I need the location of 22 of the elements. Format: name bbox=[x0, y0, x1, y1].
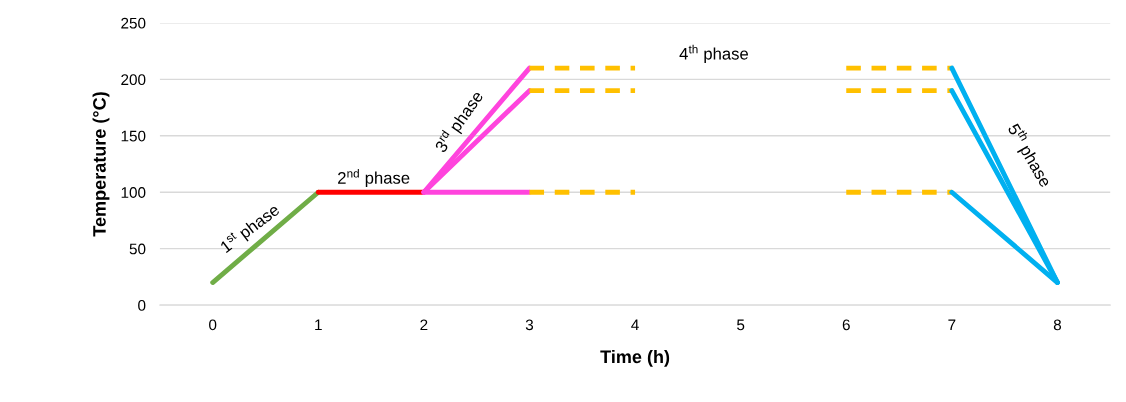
x-tick-label: 1 bbox=[315, 319, 322, 331]
y-tick-label: 250 bbox=[121, 17, 146, 29]
x-tick-label: 3 bbox=[525, 319, 534, 331]
annotation: 4$^{th}$ phase bbox=[679, 44, 748, 63]
annotation: 1$^{st}$ phase bbox=[218, 201, 283, 256]
annotation: 5$^{th}$ phase bbox=[1004, 121, 1055, 190]
x-tick-label: 6 bbox=[842, 319, 850, 331]
y-tick-label: 50 bbox=[129, 243, 146, 255]
x-tick-label: 4 bbox=[631, 319, 639, 331]
y-axis-title: Temperature (°C) bbox=[92, 92, 110, 237]
annotation: 3$^{rd}$ phase bbox=[432, 88, 487, 156]
y-tick-label: 100 bbox=[121, 187, 146, 198]
x-tick-label: 5 bbox=[737, 319, 745, 331]
y-tick-label: 0 bbox=[138, 299, 146, 311]
x-tick-label: 8 bbox=[1053, 319, 1062, 331]
y-tick-label: 150 bbox=[121, 130, 146, 142]
x-tick-label: 2 bbox=[420, 319, 428, 331]
y-tick-label: 200 bbox=[121, 74, 146, 86]
annotation: 2$^{nd}$ phase bbox=[338, 169, 410, 188]
x-axis-title: Time (h) bbox=[600, 349, 670, 367]
x-tick-label: 7 bbox=[948, 319, 956, 331]
x-tick-label: 0 bbox=[209, 319, 217, 331]
